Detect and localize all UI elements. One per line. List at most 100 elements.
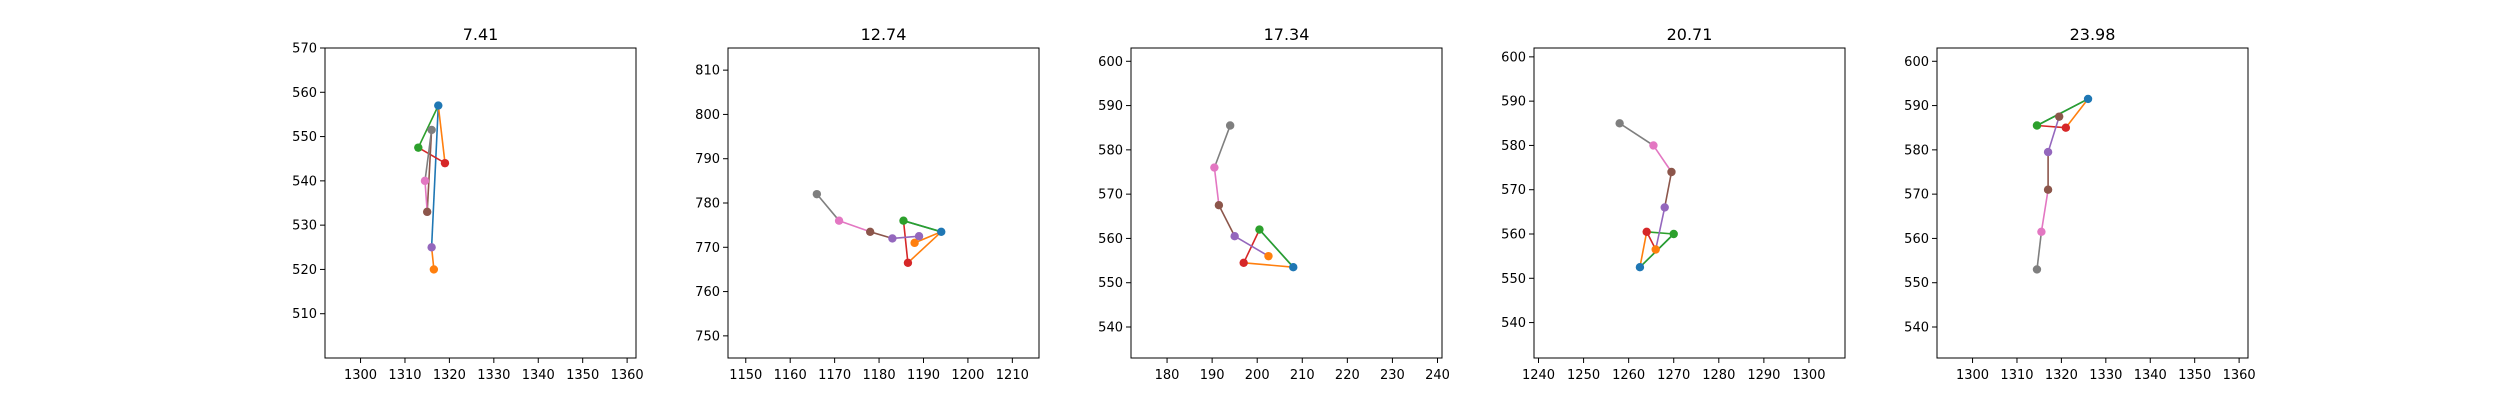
data-point <box>427 125 436 135</box>
x-tick-label: 1330 <box>2089 368 2122 383</box>
y-tick-label: 600 <box>1501 50 1526 65</box>
series-line <box>838 219 871 233</box>
subplot-title: 23.98 <box>2070 25 2116 44</box>
series-line <box>2036 124 2066 129</box>
data-point <box>1642 227 1651 236</box>
series-line <box>1619 122 1654 147</box>
data-point <box>1230 232 1239 241</box>
x-tick-label: 1310 <box>2000 368 2033 383</box>
series-line <box>417 105 440 148</box>
data-point <box>937 227 946 236</box>
x-tick-label: 1280 <box>1702 368 1735 383</box>
series-line <box>1639 231 1648 268</box>
x-tick-label: 210 <box>1290 368 1315 383</box>
series-line <box>426 129 433 212</box>
x-tick-label: 1360 <box>611 368 644 383</box>
y-tick-label: 510 <box>292 307 317 322</box>
axes-frame <box>1533 47 1846 359</box>
data-point <box>1615 119 1624 128</box>
y-tick-label: 550 <box>292 130 317 145</box>
x-tick-label: 1320 <box>433 368 466 383</box>
y-tick-label: 600 <box>1904 55 1929 70</box>
y-tick-label: 790 <box>695 152 720 167</box>
x-tick-label: 1350 <box>566 368 599 383</box>
data-point <box>1214 201 1224 210</box>
y-tick-label: 750 <box>695 329 720 344</box>
series-line <box>1654 207 1666 250</box>
series-line <box>914 231 942 244</box>
subplot-4: 20.71 1240 1250 1260 1270 1280 1290 1300 540 550 5… <box>1501 25 1846 383</box>
series-line <box>1213 125 1231 168</box>
y-tick-label: 760 <box>695 285 720 300</box>
data-point <box>2043 185 2053 194</box>
x-tick-label: 180 <box>1155 368 1180 383</box>
data-point <box>1651 245 1660 254</box>
x-tick-label: 1340 <box>2134 368 2167 383</box>
series-line <box>417 146 446 164</box>
data-point <box>914 232 924 241</box>
series-line <box>1234 235 1269 257</box>
x-tick-label: 1290 <box>1747 368 1780 383</box>
y-tick-label: 540 <box>292 174 317 189</box>
x-tick-label: 1300 <box>344 368 377 383</box>
x-tick-label: 1350 <box>2178 368 2211 383</box>
y-tick-label: 550 <box>1501 272 1526 287</box>
data-point <box>1210 163 1219 172</box>
data-point <box>2032 265 2042 274</box>
series-line <box>430 105 440 248</box>
data-point <box>812 189 822 199</box>
subplot-title: 20.71 <box>1667 25 1713 44</box>
y-tick-label: 570 <box>1501 183 1526 198</box>
series-line <box>1646 231 1674 235</box>
x-tick-label: 1250 <box>1567 368 1600 383</box>
axes-frame <box>1130 47 1443 359</box>
data-point <box>865 227 875 236</box>
y-tick-label: 560 <box>1098 232 1123 247</box>
series-line <box>437 105 446 164</box>
series-line <box>2040 189 2049 232</box>
y-tick-label: 780 <box>695 197 720 212</box>
y-tick-label: 770 <box>695 241 720 256</box>
data-point <box>1669 229 1678 239</box>
data-point <box>1239 258 1248 267</box>
y-tick-label: 520 <box>292 263 317 278</box>
x-tick-label: 1310 <box>388 368 421 383</box>
series-line <box>424 180 428 212</box>
x-tick-label: 1150 <box>729 368 762 383</box>
y-tick-label: 580 <box>1904 143 1929 158</box>
subplot-title: 17.34 <box>1264 25 1310 44</box>
y-tick-label: 580 <box>1098 143 1123 158</box>
x-tick-label: 190 <box>1200 368 1225 383</box>
y-tick-label: 590 <box>1098 99 1123 114</box>
data-point <box>422 207 432 217</box>
y-tick-label: 550 <box>1904 276 1929 291</box>
x-tick-label: 1300 <box>1792 368 1825 383</box>
x-tick-label: 1300 <box>1956 368 1989 383</box>
x-tick-label: 200 <box>1245 368 1270 383</box>
x-tick-label: 1330 <box>477 368 510 383</box>
series-line <box>1258 229 1294 268</box>
y-tick-label: 540 <box>1904 321 1929 336</box>
series-line <box>1218 204 1236 237</box>
data-point <box>2037 227 2046 236</box>
subplot-5: 23.98 1300 1310 1320 1330 1340 1350 1360 540 550 5… <box>1904 25 2255 383</box>
series-line <box>2065 98 2089 129</box>
series-line <box>2047 116 2060 153</box>
x-tick-label: 1360 <box>2223 368 2256 383</box>
data-point <box>1289 263 1298 272</box>
series-line <box>1663 171 1673 208</box>
data-point <box>440 158 450 168</box>
data-point <box>2032 121 2042 130</box>
data-point <box>910 238 919 248</box>
y-tick-label: 560 <box>1904 232 1929 247</box>
y-tick-label: 600 <box>1098 55 1123 70</box>
data-point <box>903 258 913 267</box>
axes-frame <box>1936 47 2249 359</box>
data-point <box>1635 263 1645 272</box>
axes-frame <box>727 47 1040 359</box>
x-tick-label: 220 <box>1335 368 1360 383</box>
x-tick-label: 1320 <box>2045 368 2078 383</box>
data-point <box>1660 203 1669 212</box>
x-tick-label: 240 <box>1425 368 1450 383</box>
